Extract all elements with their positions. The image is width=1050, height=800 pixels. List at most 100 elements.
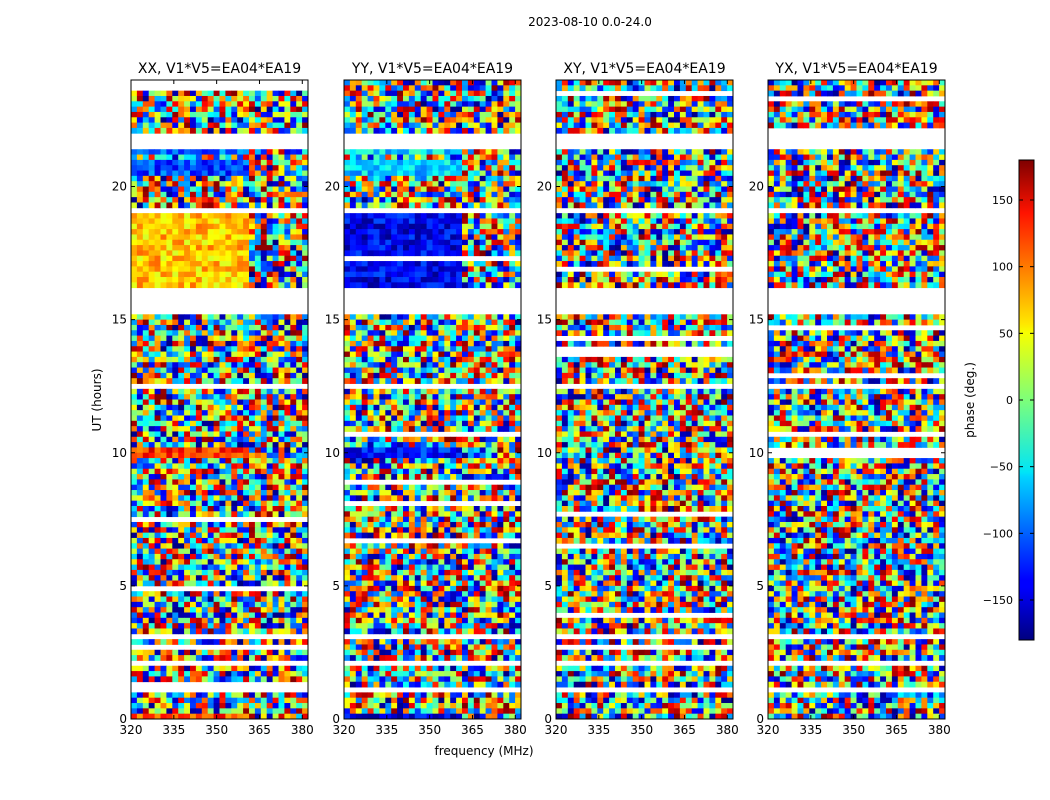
heatmap-cell — [219, 697, 226, 704]
heatmap-cell — [497, 415, 504, 422]
heatmap-cell — [272, 346, 279, 352]
heatmap-cell — [509, 239, 516, 246]
heatmap-cell — [207, 404, 214, 411]
heatmap-cell — [290, 703, 297, 709]
heatmap-cell — [172, 229, 179, 235]
heatmap-cell — [213, 548, 220, 555]
heatmap-cell — [172, 511, 179, 518]
heatmap-cell — [231, 372, 238, 379]
heatmap-cell — [148, 218, 155, 225]
heatmap-cell — [148, 362, 155, 368]
heatmap-cell — [467, 468, 475, 475]
heatmap-cell — [237, 495, 244, 502]
heatmap-cell — [266, 319, 273, 326]
heatmap-cell — [178, 649, 185, 656]
heatmap-cell — [479, 458, 486, 464]
heatmap-cell — [178, 399, 185, 406]
heatmap-cell — [272, 436, 279, 443]
heatmap-cell — [172, 117, 179, 124]
heatmap-cell — [136, 367, 144, 374]
heatmap-cell — [131, 623, 138, 629]
heatmap-cell — [503, 106, 510, 113]
heatmap-cell — [385, 229, 392, 235]
heatmap-cell — [302, 250, 309, 257]
heatmap-cell — [290, 601, 297, 608]
heatmap-cell — [509, 447, 516, 454]
heatmap-cell — [296, 122, 303, 129]
heatmap-cell — [201, 340, 209, 347]
heatmap-cell — [450, 202, 457, 209]
heatmap-cell — [201, 266, 209, 273]
heatmap-cell — [278, 420, 285, 427]
heatmap-cell — [225, 442, 232, 448]
heatmap-cell — [497, 218, 504, 225]
heatmap-cell — [438, 101, 445, 108]
heatmap-cell — [284, 521, 291, 528]
heatmap-cell — [148, 351, 155, 358]
heatmap-cell — [344, 202, 351, 209]
heatmap-cell — [142, 127, 150, 134]
heatmap-cell — [254, 95, 262, 102]
heatmap-cell — [444, 250, 451, 257]
heatmap-cell — [397, 197, 404, 203]
heatmap-cell — [131, 548, 138, 555]
heatmap-cell — [467, 85, 475, 92]
heatmap-cell — [249, 495, 256, 502]
heatmap-cell — [385, 335, 392, 342]
heatmap-cell — [432, 399, 439, 406]
heatmap-cell — [225, 229, 232, 235]
heatmap-cell — [219, 564, 226, 571]
heatmap-cell — [148, 277, 155, 283]
heatmap-cell — [184, 559, 191, 565]
heatmap-cell — [237, 569, 244, 576]
heatmap-cell — [266, 282, 273, 289]
heatmap-cell — [254, 399, 262, 406]
heatmap-cell — [231, 95, 238, 102]
heatmap-cell — [260, 122, 268, 129]
heatmap-cell — [385, 191, 392, 198]
heatmap-cell — [213, 468, 220, 475]
heatmap-cell — [373, 346, 380, 352]
heatmap-cell — [385, 101, 392, 108]
heatmap-cell — [426, 388, 433, 395]
heatmap-cell — [237, 692, 244, 699]
heatmap-cell — [432, 218, 439, 225]
heatmap-cell — [349, 277, 357, 283]
heatmap-cell — [284, 239, 291, 246]
heatmap-cell — [219, 404, 226, 411]
heatmap-cell — [142, 170, 150, 177]
heatmap-cell — [231, 639, 238, 645]
heatmap-cell — [172, 175, 179, 182]
heatmap-cell — [195, 282, 203, 289]
heatmap-cell — [195, 255, 203, 262]
heatmap-cell — [397, 372, 404, 379]
heatmap-cell — [243, 404, 250, 411]
heatmap-cell — [166, 532, 173, 539]
heatmap-cell — [154, 159, 161, 166]
heatmap-cell — [142, 378, 150, 384]
heatmap-cell — [131, 596, 138, 603]
heatmap-cell — [278, 388, 285, 395]
heatmap-cell — [190, 277, 197, 283]
heatmap-xx — [131, 90, 309, 720]
heatmap-cell — [462, 229, 469, 235]
heatmap-cell — [491, 324, 498, 331]
heatmap-cell — [296, 250, 303, 257]
heatmap-cell — [456, 458, 463, 464]
heatmap-cell — [184, 239, 191, 246]
heatmap-cell — [254, 410, 262, 416]
heatmap-cell — [284, 607, 291, 613]
heatmap-cell — [432, 223, 439, 230]
heatmap-cell — [432, 191, 439, 198]
heatmap-cell — [497, 335, 504, 342]
heatmap-cell — [426, 282, 433, 289]
heatmap-cell — [473, 213, 481, 219]
heatmap-cell — [201, 447, 209, 454]
heatmap-cell — [284, 713, 291, 720]
heatmap-cell — [444, 165, 451, 171]
heatmap-cell — [237, 697, 244, 704]
heatmap-cell — [272, 447, 279, 454]
heatmap-cell — [456, 404, 463, 411]
heatmap-cell — [190, 703, 197, 709]
heatmap-cell — [136, 223, 144, 230]
